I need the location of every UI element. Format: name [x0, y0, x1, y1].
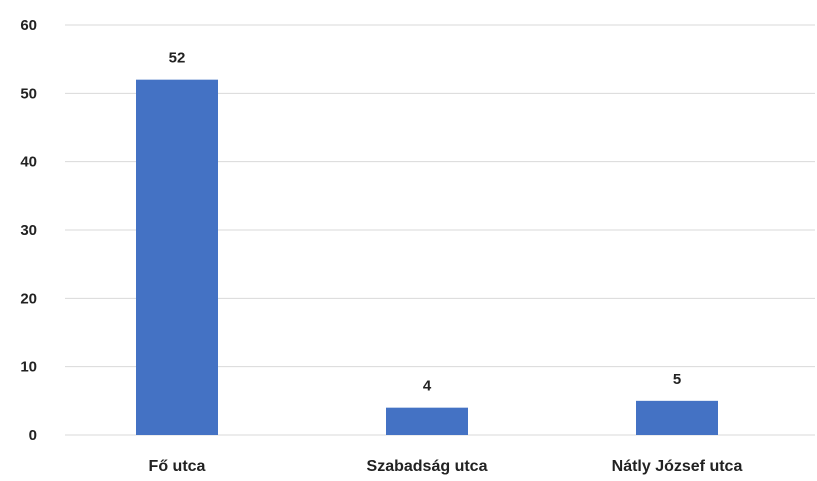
y-tick-label: 10 — [20, 359, 37, 376]
bar — [386, 407, 468, 435]
category-label: Fő utca — [149, 458, 206, 475]
bar — [136, 79, 218, 436]
y-tick-label: 40 — [20, 154, 37, 171]
category-label: Nátly József utca — [612, 458, 743, 475]
x-axis-category-labels: Fő utca Szabadság utca Nátly József utca — [149, 458, 743, 475]
bar — [636, 400, 718, 435]
y-tick-label: 20 — [20, 290, 37, 307]
data-label: 52 — [169, 50, 186, 67]
bars — [136, 79, 718, 436]
data-labels: 52 4 5 — [169, 50, 682, 395]
data-label: 4 — [423, 378, 432, 395]
category-label: Szabadság utca — [367, 458, 488, 475]
data-label: 5 — [673, 371, 681, 388]
y-tick-label: 0 — [29, 427, 37, 444]
y-axis-tick-labels: 0 10 20 30 40 50 60 — [20, 17, 37, 444]
y-tick-label: 50 — [20, 85, 37, 102]
y-tick-label: 30 — [20, 222, 37, 239]
y-tick-label: 60 — [20, 17, 37, 34]
